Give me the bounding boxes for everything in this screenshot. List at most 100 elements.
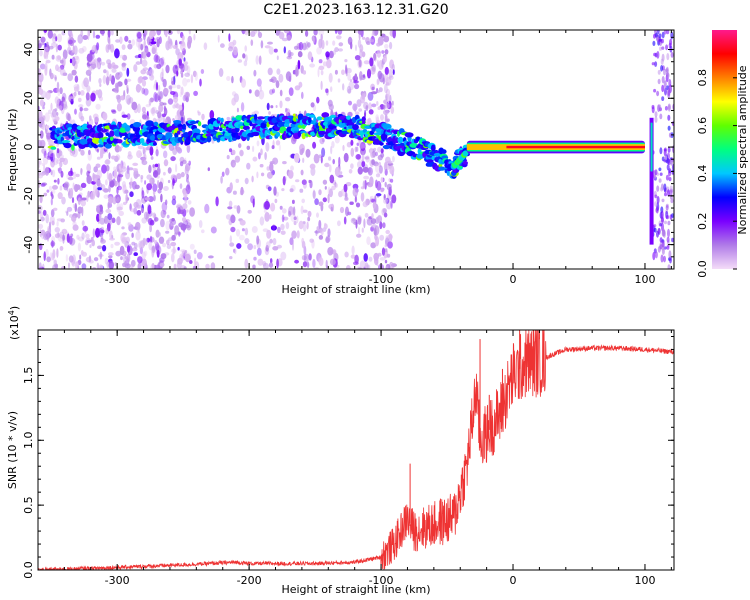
heatmap-cell (94, 174, 101, 179)
heatmap-cell (302, 70, 307, 75)
heatmap-cell (338, 156, 341, 167)
heatmap-cell (280, 251, 287, 261)
heatmap-cell (144, 45, 149, 53)
heatmap-cell (660, 38, 664, 44)
heatmap-cell (234, 248, 237, 255)
heatmap-cell (167, 179, 171, 184)
heatmap-cell (667, 87, 671, 96)
heatmap-cell (160, 218, 165, 228)
heatmap-cell (68, 170, 74, 177)
heatmap-cell (251, 175, 254, 183)
heatmap-cell (306, 42, 311, 48)
heatmap-cell (654, 251, 658, 259)
heatmap-cell (668, 168, 672, 174)
heatmap-cell (38, 172, 44, 179)
heatmap-cell (73, 91, 77, 97)
heatmap-cell (78, 104, 84, 108)
heatmap-cell (438, 166, 446, 171)
heatmap-cell (176, 70, 179, 77)
heatmap-cell (118, 74, 121, 78)
heatmap-cell (659, 147, 663, 155)
heatmap-cell (377, 70, 383, 80)
heatmap-cell (149, 68, 154, 76)
heatmap-cell (119, 36, 123, 44)
heatmap-cell (215, 196, 219, 207)
snr-plot-area (38, 330, 674, 570)
heatmap-cell (161, 61, 166, 66)
heatmap-cell (128, 40, 132, 44)
heatmap-cell (136, 31, 142, 40)
heatmap-cell (185, 163, 191, 172)
heatmap-cell (661, 76, 665, 84)
heatmap-cell (119, 164, 123, 172)
heatmap-cell (367, 68, 371, 79)
heatmap-cell (136, 32, 142, 39)
heatmap-cell (143, 50, 147, 61)
heatmap-cell (409, 143, 419, 148)
heatmap-cell (376, 101, 379, 106)
heatmap-cell (362, 166, 369, 173)
heatmap-cell (103, 69, 107, 74)
heatmap-cell (167, 179, 171, 184)
heatmap-cell (205, 263, 210, 269)
heatmap-cell (46, 189, 50, 193)
heatmap-cell (317, 130, 327, 135)
heatmap-cell (306, 261, 310, 268)
heatmap-cell (506, 145, 645, 149)
heatmap-cell (325, 51, 330, 58)
heatmap-cell (71, 256, 75, 266)
heatmap-cell (270, 258, 273, 264)
heatmap-cell (278, 144, 281, 151)
heatmap-cell (141, 187, 144, 195)
heatmap-cell (313, 153, 320, 164)
heatmap-cell (259, 216, 265, 226)
heatmap-cell (172, 44, 179, 50)
heatmap-cell (72, 224, 79, 231)
heatmap-cell (73, 45, 78, 55)
heatmap-cell (348, 81, 355, 91)
heatmap-cell (81, 197, 87, 201)
heatmap-cell (231, 97, 237, 106)
heatmap-cell (186, 174, 190, 179)
heatmap-cell (182, 203, 188, 210)
heatmap-cell (40, 183, 46, 187)
heatmap-cell (253, 256, 257, 261)
heatmap-cell (262, 228, 269, 232)
heatmap-cell (86, 163, 92, 173)
heatmap-cell (383, 35, 390, 43)
heatmap-cell (83, 77, 89, 88)
heatmap-cell (658, 178, 662, 183)
x-tick-label: 0 (510, 273, 517, 286)
heatmap-cell (665, 205, 669, 211)
heatmap-cell (148, 164, 152, 174)
heatmap-cell (302, 42, 307, 51)
heatmap-cell (380, 114, 384, 121)
heatmap-cell (59, 87, 63, 95)
snr-x-ticks: -300 -200 -100 0 100 (37, 330, 672, 587)
heatmap-cell (330, 86, 333, 92)
heatmap-cell (373, 227, 377, 236)
y-tick-label: 1.0 (22, 432, 35, 450)
x-tick-label: -100 (369, 574, 394, 587)
heatmap-cell (81, 46, 87, 52)
y-tick-label: 20 (22, 91, 35, 105)
heatmap-cell (663, 30, 667, 35)
heatmap-cell (384, 181, 387, 188)
heatmap-cell (225, 214, 232, 220)
heatmap-cell (283, 30, 290, 34)
heatmap-cell (301, 132, 306, 140)
heatmap-cell (379, 257, 386, 261)
heatmap-cell (262, 261, 267, 267)
heatmap-cell (253, 69, 257, 77)
heatmap-cell (323, 223, 328, 230)
heatmap-cell (143, 153, 147, 162)
heatmap-cell (96, 262, 100, 269)
heatmap-cell (320, 33, 323, 41)
heatmap-cell (649, 117, 654, 245)
heatmap-cell (357, 39, 362, 48)
heatmap-cell (236, 243, 242, 249)
heatmap-cell (157, 163, 160, 169)
heatmap-cell (165, 220, 171, 231)
heatmap-cell (250, 31, 256, 37)
heatmap-cell (657, 78, 661, 85)
